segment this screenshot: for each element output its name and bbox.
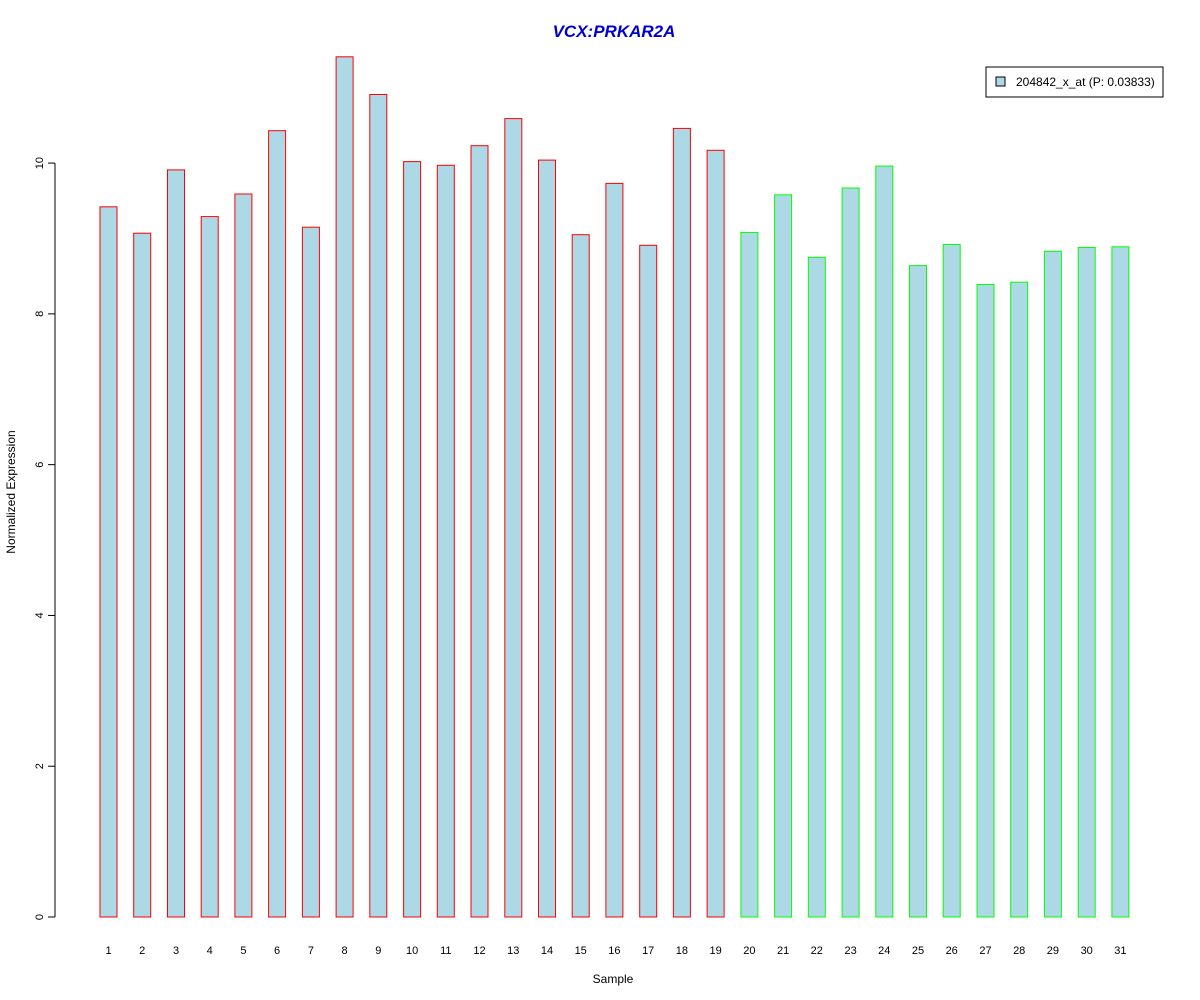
x-tick-label: 11 bbox=[440, 945, 451, 957]
x-tick-label: 21 bbox=[777, 945, 789, 957]
x-tick-label: 3 bbox=[173, 945, 179, 957]
bar-sample-14 bbox=[538, 159, 556, 918]
bar-sample-9 bbox=[369, 94, 388, 918]
x-tick-label: 17 bbox=[642, 945, 654, 957]
x-axis-label: Sample bbox=[593, 972, 634, 986]
bar-sample-2 bbox=[133, 232, 152, 918]
bar-sample-26 bbox=[942, 244, 961, 918]
x-tick-label: 15 bbox=[575, 945, 587, 957]
bar-sample-22 bbox=[807, 256, 826, 918]
y-tick-label: 8 bbox=[34, 311, 46, 317]
bar-sample-4 bbox=[200, 216, 219, 918]
bar-sample-31 bbox=[1111, 246, 1130, 918]
x-tick-label: 30 bbox=[1081, 945, 1093, 957]
bar-sample-20 bbox=[740, 231, 759, 918]
bar-sample-11 bbox=[436, 164, 455, 918]
y-tick-label: 2 bbox=[34, 763, 46, 769]
x-tick-label: 14 bbox=[541, 945, 553, 957]
bar-sample-25 bbox=[909, 265, 927, 918]
x-tick-label: 9 bbox=[375, 945, 381, 957]
y-tick-label: 6 bbox=[34, 462, 46, 468]
y-axis: 0 2 4 6 8 10 bbox=[34, 157, 56, 920]
x-tick-label: 19 bbox=[709, 945, 721, 957]
bar-sample-21 bbox=[774, 194, 793, 918]
chart-title: VCX:PRKAR2A bbox=[553, 22, 676, 41]
bar-sample-13 bbox=[504, 118, 523, 918]
x-tick-label: 10 bbox=[406, 945, 418, 957]
x-tick-label: 24 bbox=[878, 945, 890, 957]
bar-sample-30 bbox=[1077, 247, 1096, 918]
legend: 204842_x_at (P: 0.03833) bbox=[985, 66, 1164, 98]
x-tick-label: 27 bbox=[979, 945, 991, 957]
x-tick-label: 5 bbox=[240, 945, 246, 957]
x-tick-label: 28 bbox=[1013, 945, 1025, 957]
x-tick-label: 13 bbox=[507, 945, 519, 957]
y-tick-label: 0 bbox=[34, 914, 46, 920]
x-tick-label: 8 bbox=[342, 945, 348, 957]
bar-sample-1 bbox=[99, 206, 118, 918]
bar-sample-3 bbox=[167, 169, 185, 918]
y-tick-label: 10 bbox=[34, 157, 46, 169]
x-tick-label: 29 bbox=[1047, 945, 1059, 957]
bar-sample-24 bbox=[875, 165, 894, 918]
y-axis-label: Normalized Expression bbox=[4, 430, 18, 553]
bar-sample-15 bbox=[571, 234, 590, 918]
x-tick-label: 7 bbox=[308, 945, 314, 957]
x-tick-label: 4 bbox=[207, 945, 213, 957]
y-tick-label: 4 bbox=[34, 612, 46, 618]
x-tick-label: 2 bbox=[139, 945, 145, 957]
bar-sample-5 bbox=[234, 193, 253, 918]
bar-sample-17 bbox=[639, 244, 658, 918]
bar-sample-8 bbox=[335, 56, 354, 918]
x-tick-label: 20 bbox=[743, 945, 755, 957]
x-tick-labels: 1 2 3 4 5 6 7 8 9 10 11 12 13 14 15 16 17 18 19 20 21 22 23 24 2… bbox=[105, 945, 1126, 957]
x-tick-label: 1 bbox=[105, 945, 111, 957]
bar-sample-6 bbox=[268, 130, 287, 918]
x-tick-label: 12 bbox=[473, 945, 485, 957]
x-tick-label: 23 bbox=[844, 945, 856, 957]
x-tick-label: 6 bbox=[274, 945, 280, 957]
bar-sample-23 bbox=[841, 187, 860, 918]
bar-sample-16 bbox=[605, 182, 624, 918]
bar-sample-12 bbox=[470, 145, 489, 918]
x-tick-label: 22 bbox=[811, 945, 823, 957]
x-tick-label: 18 bbox=[676, 945, 688, 957]
x-tick-label: 25 bbox=[912, 945, 924, 957]
x-tick-label: 16 bbox=[608, 945, 620, 957]
x-tick-label: 26 bbox=[946, 945, 958, 957]
x-tick-label: 31 bbox=[1114, 945, 1126, 957]
bar-sample-18 bbox=[672, 127, 691, 918]
bar-sample-27 bbox=[976, 284, 995, 918]
legend-swatch bbox=[995, 76, 1006, 87]
bar-sample-28 bbox=[1010, 281, 1029, 918]
bars bbox=[99, 56, 1130, 918]
bar-sample-10 bbox=[403, 161, 422, 918]
bar-sample-29 bbox=[1043, 250, 1062, 918]
legend-box bbox=[985, 66, 1164, 98]
legend-label: 204842_x_at (P: 0.03833) bbox=[1016, 75, 1155, 89]
bar-sample-19 bbox=[706, 149, 725, 918]
bar-sample-7 bbox=[301, 226, 320, 918]
